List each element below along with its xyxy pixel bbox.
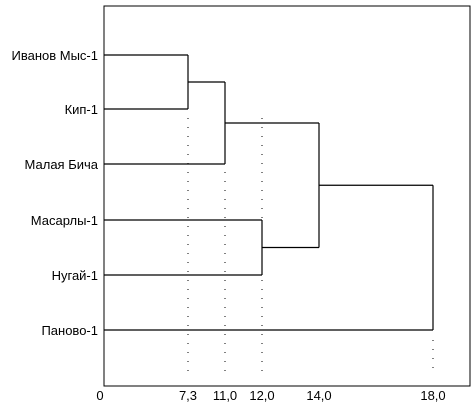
leaf-labels: Иванов Мыс-1 Кип-1 Малая Бича Масарлы-1 Нуга… [12, 48, 99, 338]
leaf-label: Малая Бича [25, 157, 99, 172]
dendrogram-links [104, 54, 434, 331]
leaf-label: Нугай-1 [52, 268, 98, 283]
x-tick-label: 18,0 [420, 388, 445, 403]
x-tick-labels: 0 7,3 11,0 12,0 14,0 18,0 [96, 388, 445, 403]
leaf-label: Масарлы-1 [31, 213, 98, 228]
x-tick-label: 11,0 [213, 388, 237, 403]
leaf-label: Кип-1 [65, 102, 98, 117]
leaf-label: Панoво-1 [41, 323, 98, 338]
x-tick-label: 0 [96, 388, 103, 403]
plot-frame [103, 5, 471, 387]
x-tick-label: 7,3 [179, 388, 197, 403]
x-tick-label: 12,0 [249, 388, 274, 403]
leaf-label: Иванов Мыс-1 [12, 48, 99, 63]
x-tick-label: 14,0 [306, 388, 331, 403]
